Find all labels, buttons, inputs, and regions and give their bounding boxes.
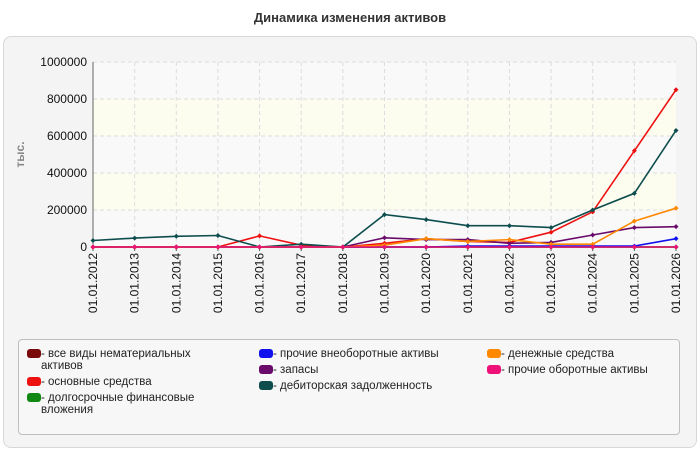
legend-label: - запасы: [273, 364, 319, 376]
series-point: [132, 244, 138, 250]
x-tick-label: 01.01.2017: [294, 253, 308, 313]
series-point: [382, 235, 387, 241]
x-tick-label: 01.01.2016: [253, 253, 267, 313]
series-point: [673, 205, 679, 211]
legend-swatch: [259, 349, 273, 358]
legend-item-other-noncurrent: - прочие внеоборотные активы: [251, 348, 439, 360]
series-point: [506, 237, 512, 243]
series-point: [631, 225, 637, 231]
series-point: [548, 241, 554, 247]
x-tick-label: 01.01.2025: [627, 253, 641, 313]
legend-item-fixed-assets: - основные средства: [19, 376, 231, 388]
x-tick-label: 01.01.2021: [461, 253, 475, 313]
series-point: [382, 244, 387, 250]
series-point: [465, 244, 471, 250]
x-tick-label: 01.01.2026: [669, 253, 683, 313]
x-tick-label: 01.01.2013: [128, 253, 142, 313]
series-point: [423, 244, 429, 250]
legend-item-intangible-assets: - все виды нематериальных активов: [19, 348, 231, 372]
legend: - все виды нематериальных активов - осно…: [18, 339, 680, 435]
series-point: [673, 127, 679, 133]
series-point: [506, 240, 512, 246]
legend-swatch: [259, 365, 273, 374]
legend-swatch: [27, 377, 41, 386]
series-point: [173, 244, 179, 250]
series-point: [590, 232, 596, 238]
x-tick-label: 01.01.2012: [86, 253, 100, 313]
series-point: [548, 244, 554, 250]
series-point: [548, 225, 554, 231]
series-point: [423, 217, 429, 223]
chart-plot: 0 200000 400000 600000 800000 1000000 01.01.20…: [13, 55, 683, 313]
series-point: [382, 212, 387, 218]
series-point: [590, 241, 596, 247]
series-point: [90, 244, 96, 250]
legend-item-long-term-investments: - долгосрочные финансовые вложения: [19, 392, 231, 416]
series-point: [631, 244, 637, 250]
series-point: [631, 148, 637, 154]
series-point: [465, 223, 471, 229]
x-tick-label: 01.01.2015: [211, 253, 225, 313]
series-point: [590, 207, 596, 213]
series-point: [506, 223, 512, 229]
y-tick-label: 400000: [47, 166, 87, 180]
legend-column-1: - все виды нематериальных активов - осно…: [19, 348, 231, 420]
series-point: [298, 241, 304, 247]
legend-column-3: - денежные средства - прочие оборотные а…: [479, 348, 648, 380]
x-tick-label: 01.01.2023: [544, 253, 558, 313]
series-point: [423, 236, 429, 242]
series-point: [257, 244, 263, 250]
y-tick-label: 600000: [47, 129, 87, 143]
y-axis-label: тыс.: [13, 141, 27, 167]
chart-title: Динамика изменения активов: [253, 10, 447, 25]
series-point: [173, 233, 179, 239]
series-point: [90, 238, 96, 244]
series-point: [673, 87, 679, 93]
y-tick-label: 1000000: [40, 55, 87, 69]
y-tick-label: 800000: [47, 92, 87, 106]
legend-label: - основные средства: [41, 376, 152, 388]
legend-label: - долгосрочные финансовые вложения: [41, 392, 195, 416]
legend-swatch: [487, 365, 501, 374]
series-point: [673, 224, 679, 230]
legend-item-receivables: - дебиторская задолженность: [251, 380, 439, 392]
x-tick-label: 01.01.2019: [378, 253, 392, 313]
x-tick-label: 01.01.2018: [336, 253, 350, 313]
series-point: [673, 236, 679, 242]
series-point: [257, 233, 263, 239]
legend-swatch: [487, 349, 501, 358]
series-point: [340, 244, 346, 250]
series-point: [132, 235, 138, 241]
series-point: [631, 218, 637, 224]
legend-swatch: [27, 393, 41, 402]
legend-label: - прочие внеоборотные активы: [273, 348, 439, 360]
series-point: [506, 244, 512, 250]
series-point: [673, 244, 679, 250]
series-point: [590, 244, 596, 250]
series-point: [298, 244, 304, 250]
x-tick-label: 01.01.2014: [169, 253, 183, 313]
legend-swatch: [27, 349, 41, 358]
x-tick-label: 01.01.2022: [502, 253, 516, 313]
legend-label: - денежные средства: [501, 348, 615, 360]
series-point: [548, 229, 554, 235]
series-point: [215, 233, 221, 239]
legend-item-other-current: - прочие оборотные активы: [479, 364, 648, 376]
legend-label: - дебиторская задолженность: [273, 380, 433, 392]
legend-label: - прочие оборотные активы: [501, 364, 648, 376]
y-tick-label: 200000: [47, 203, 87, 217]
series-point: [215, 244, 221, 250]
y-tick-label: 0: [80, 240, 87, 254]
legend-label: - все виды нематериальных активов: [41, 348, 191, 372]
series-point: [465, 238, 471, 244]
legend-item-cash: - денежные средства: [479, 348, 648, 360]
legend-item-inventory: - запасы: [251, 364, 439, 376]
x-tick-label: 01.01.2020: [419, 253, 433, 313]
legend-column-2: - прочие внеоборотные активы - запасы - …: [251, 348, 439, 396]
series-point: [631, 190, 637, 196]
x-tick-label: 01.01.2024: [586, 253, 600, 313]
legend-swatch: [259, 381, 273, 390]
